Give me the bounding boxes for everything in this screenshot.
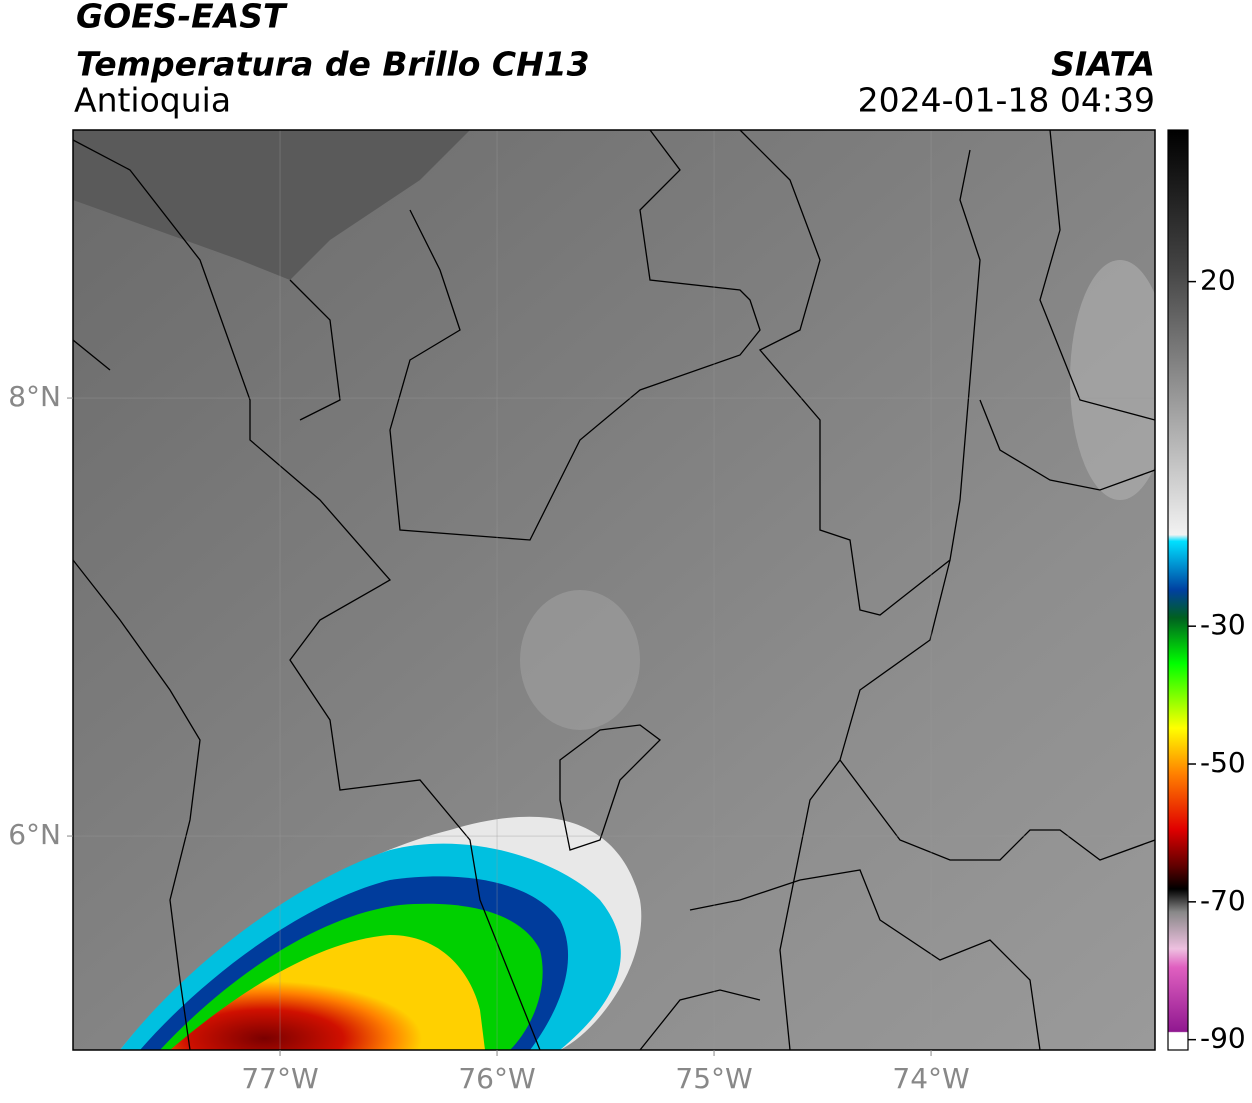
cloud-top xyxy=(170,935,485,1050)
lon-label: 77°W xyxy=(241,1062,318,1095)
lat-label: 6°N xyxy=(8,818,61,851)
lat-label: 8°N xyxy=(8,380,61,413)
map-frame xyxy=(72,129,1156,1051)
colorbar-label: -50 xyxy=(1200,746,1246,779)
colorbar-label: -30 xyxy=(1200,608,1246,641)
sea xyxy=(73,130,470,280)
cloud xyxy=(1070,260,1155,500)
cloud xyxy=(520,590,640,730)
colorbar-label: 20 xyxy=(1200,264,1236,297)
lon-label: 76°W xyxy=(458,1062,535,1095)
colorbar xyxy=(1167,129,1189,1051)
colorbar-label: -90 xyxy=(1200,1022,1246,1055)
lon-label: 75°W xyxy=(675,1062,752,1095)
lon-label: 74°W xyxy=(892,1062,969,1095)
title: GOES-EAST xyxy=(76,0,288,36)
colorbar-label: -70 xyxy=(1200,884,1246,917)
source: SIATA xyxy=(1051,45,1155,84)
datetime: 2024-01-18 04:39 xyxy=(858,81,1155,120)
subtitle: Temperatura de Brillo CH13 xyxy=(76,45,590,84)
region: Antioquia xyxy=(74,81,231,120)
boundaries xyxy=(73,130,1155,1050)
graticule xyxy=(73,130,1155,1050)
map xyxy=(73,130,1155,1050)
